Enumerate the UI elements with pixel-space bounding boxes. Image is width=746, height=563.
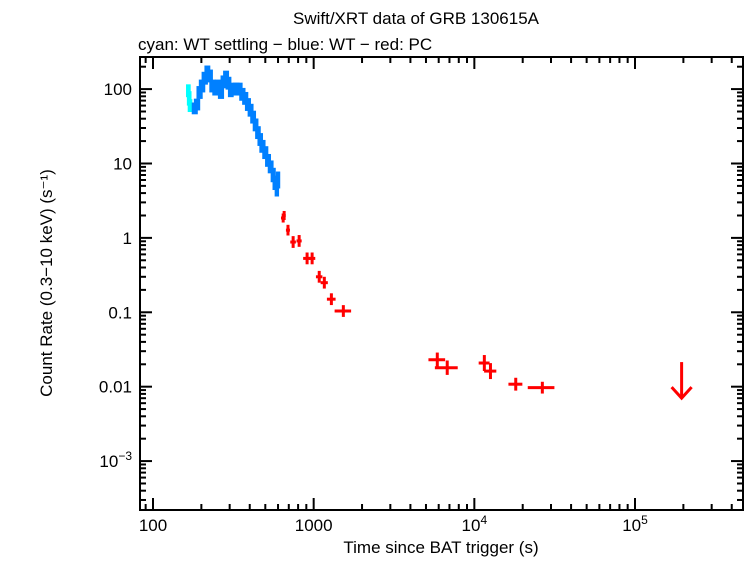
wt-data-point [250,110,257,124]
x-tick-label: 104 [462,513,488,535]
wt-data-point [193,98,201,111]
wt-data-point [270,167,276,183]
wt-data-point [247,103,254,117]
wt-data-point [252,118,259,132]
wt-data-point [196,86,203,99]
wt-data-point [255,126,261,140]
x-tick-label: 1000 [295,516,333,535]
chart-subtitle: cyan: WT settling − blue: WT − red: PC [138,35,432,54]
wt-settling-data-point [187,99,193,113]
y-tick-label: 10 [113,154,132,173]
wt-data-point [275,171,281,189]
wt-data-point [267,160,274,174]
wt-data-point [215,79,222,93]
y-tick-label: 1 [123,229,132,248]
y-axis-label: Count Rate (0.3−10 keV) (s⁻¹) [37,169,56,397]
wt-settling-data-point [186,91,192,106]
wt-data-point [274,182,280,197]
y-tick-label: 100 [104,80,132,99]
wt-data-point [217,86,225,99]
upper-limit-arrowhead [670,386,693,401]
wt-data-point [265,153,272,167]
y-tick-label: 10−3 [99,449,132,471]
y-tick-label: 0.1 [108,303,132,322]
y-tick-label: 0.01 [99,378,132,397]
wt-data-point [206,69,213,83]
wt-data-point [198,79,206,93]
x-axis-label: Time since BAT trigger (s) [343,538,538,557]
wt-data-point [262,146,269,160]
x-tick-label: 100 [139,516,167,535]
wt-data-point [257,133,264,146]
wt-settling-data-point [186,84,191,98]
wt-data-point [225,76,232,90]
plot-frame [139,56,744,511]
x-tick-label: 105 [622,513,648,535]
chart-title: Swift/XRT data of GRB 130615A [293,9,540,28]
